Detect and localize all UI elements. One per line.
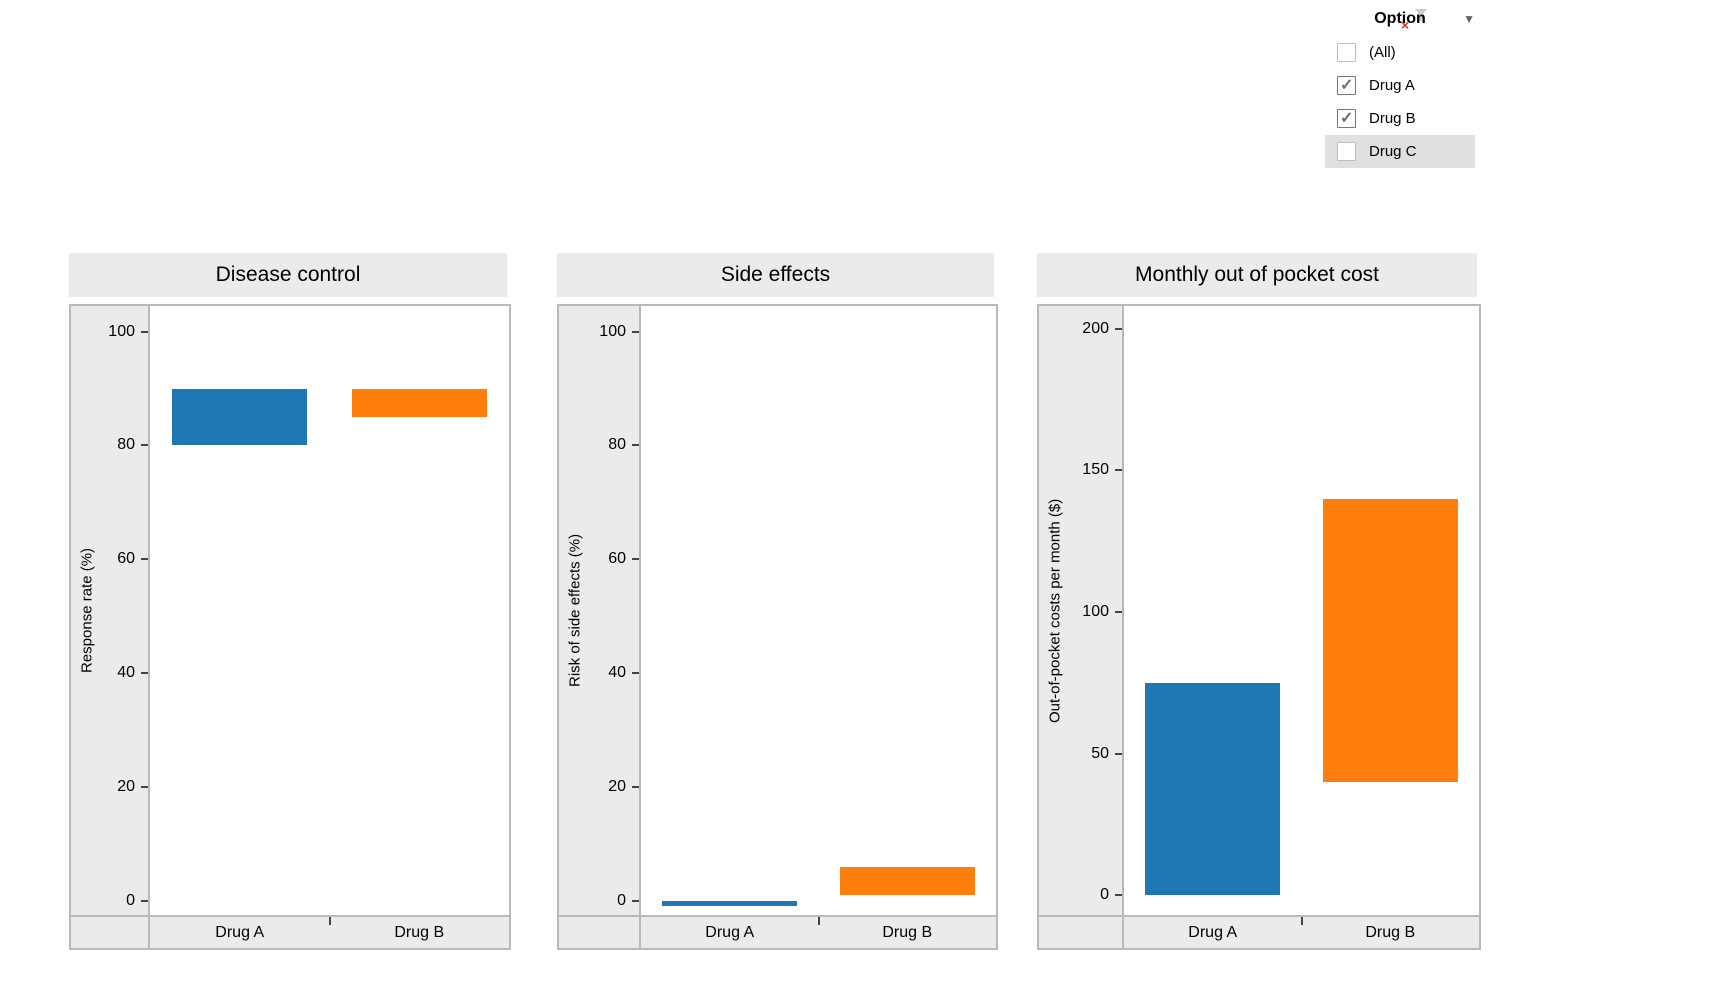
chart-title: Monthly out of pocket cost xyxy=(1037,253,1477,297)
bar-drug-b[interactable] xyxy=(839,866,975,896)
filter-item-label: Drug A xyxy=(1369,77,1415,94)
y-tick-label: 50 xyxy=(1091,744,1109,762)
y-tick-mark xyxy=(632,444,639,447)
filter-item-label: (All) xyxy=(1369,44,1396,61)
chart-frame: Risk of side effects (%) 0 20 40 60 80 100 Drug… xyxy=(557,304,998,950)
y-tick-label: 60 xyxy=(117,550,135,568)
checkbox-checked[interactable]: ✓ xyxy=(1337,109,1356,128)
chart-frame: Out-of-pocket costs per month ($) 0 50 100 1… xyxy=(1037,304,1481,950)
filter-funnel-icon xyxy=(1415,9,1427,22)
y-tick-label: 60 xyxy=(608,550,626,568)
y-tick-mark xyxy=(632,785,639,788)
x-axis-corner xyxy=(559,915,641,948)
x-category-label-drug-a: Drug A xyxy=(1188,923,1238,941)
plot-area xyxy=(150,306,509,915)
y-tick-mark xyxy=(141,672,148,675)
exclude-x-icon: × xyxy=(1401,17,1410,33)
filter-item-label: Drug B xyxy=(1369,110,1416,127)
y-axis-title: Out-of-pocket costs per month ($) xyxy=(1046,498,1064,723)
chart-title: Side effects xyxy=(557,253,994,297)
x-category-label-drug-a: Drug A xyxy=(705,923,755,941)
y-tick-label: 200 xyxy=(1082,319,1109,337)
y-tick-label: 20 xyxy=(117,777,135,795)
bar-drug-b[interactable] xyxy=(1322,498,1458,782)
y-tick-mark xyxy=(141,444,148,447)
filter-item-drug-a[interactable]: ✓ Drug A xyxy=(1325,69,1475,102)
bar-drug-a[interactable] xyxy=(172,388,308,446)
checkbox-checked[interactable]: ✓ xyxy=(1337,76,1356,95)
filter-card: Option × ▼ (All) ✓ Drug A ✓ Drug B Drug C xyxy=(1325,4,1475,168)
chart-frame: Response rate (%) 0 20 40 60 80 100 Drug A Drug … xyxy=(69,304,511,950)
y-tick-label: 0 xyxy=(617,891,626,909)
plot-area xyxy=(1124,306,1479,915)
y-tick-mark xyxy=(1115,327,1122,330)
y-tick-label: 80 xyxy=(117,436,135,454)
y-tick-mark xyxy=(632,899,639,902)
y-tick-mark xyxy=(632,330,639,333)
filter-header: Option × ▼ xyxy=(1325,4,1475,36)
filter-item-list: (All) ✓ Drug A ✓ Drug B Drug C xyxy=(1325,36,1475,168)
checkbox-unchecked[interactable] xyxy=(1337,142,1356,161)
filter-item-all[interactable]: (All) xyxy=(1325,36,1475,69)
y-tick-mark xyxy=(141,899,148,902)
y-axis-title: Response rate (%) xyxy=(78,547,96,674)
filter-item-label: Drug C xyxy=(1369,143,1417,160)
bar-drug-a[interactable] xyxy=(1145,682,1281,896)
y-tick-mark xyxy=(632,558,639,561)
filter-item-drug-b[interactable]: ✓ Drug B xyxy=(1325,102,1475,135)
x-axis-corner xyxy=(1039,915,1124,948)
plot-area xyxy=(641,306,996,915)
x-tick-mark xyxy=(1300,917,1303,925)
y-tick-label: 0 xyxy=(126,891,135,909)
y-tick-label: 150 xyxy=(1082,461,1109,479)
checkbox-unchecked[interactable] xyxy=(1337,43,1356,62)
checkmark-icon: ✓ xyxy=(1340,110,1354,127)
x-category-label-drug-b: Drug B xyxy=(394,923,445,941)
bar-drug-a[interactable] xyxy=(662,900,798,907)
y-tick-label: 100 xyxy=(599,322,626,340)
y-axis-title: Risk of side effects (%) xyxy=(566,533,584,688)
y-tick-mark xyxy=(1115,610,1122,613)
y-tick-label: 40 xyxy=(117,664,135,682)
y-tick-label: 0 xyxy=(1100,886,1109,904)
y-tick-mark xyxy=(632,672,639,675)
bar-drug-b[interactable] xyxy=(351,388,487,417)
y-tick-label: 40 xyxy=(608,664,626,682)
y-tick-label: 20 xyxy=(608,777,626,795)
y-tick-label: 100 xyxy=(108,322,135,340)
y-axis: Response rate (%) 0 20 40 60 80 100 xyxy=(71,306,150,915)
x-axis: Drug A Drug B xyxy=(1124,915,1479,948)
y-tick-label: 100 xyxy=(1082,602,1109,620)
y-tick-mark xyxy=(1115,752,1122,755)
x-axis: Drug A Drug B xyxy=(150,915,509,948)
y-tick-label: 80 xyxy=(608,436,626,454)
checkmark-icon: ✓ xyxy=(1340,77,1354,94)
y-axis: Out-of-pocket costs per month ($) 0 50 100 1… xyxy=(1039,306,1124,915)
chart-title: Disease control xyxy=(69,253,507,297)
filter-dropdown-caret-icon[interactable]: ▼ xyxy=(1463,12,1475,26)
x-axis-corner xyxy=(71,915,150,948)
y-tick-mark xyxy=(141,330,148,333)
x-category-label-drug-b: Drug B xyxy=(1365,923,1416,941)
filter-item-drug-c[interactable]: Drug C xyxy=(1325,135,1475,168)
y-axis: Risk of side effects (%) 0 20 40 60 80 100 xyxy=(559,306,641,915)
x-axis: Drug A Drug B xyxy=(641,915,996,948)
y-tick-mark xyxy=(141,558,148,561)
x-category-label-drug-b: Drug B xyxy=(882,923,933,941)
x-category-label-drug-a: Drug A xyxy=(215,923,265,941)
y-tick-mark xyxy=(141,785,148,788)
y-tick-mark xyxy=(1115,469,1122,472)
y-tick-mark xyxy=(1115,894,1122,897)
x-tick-mark xyxy=(817,917,820,925)
filter-title: Option xyxy=(1374,10,1426,27)
x-tick-mark xyxy=(328,917,331,925)
